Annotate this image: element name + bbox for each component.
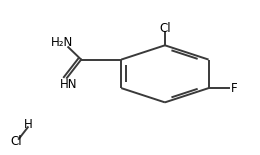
- Text: Cl: Cl: [10, 135, 22, 148]
- Text: H: H: [23, 118, 32, 131]
- Text: HN: HN: [60, 78, 77, 91]
- Text: Cl: Cl: [159, 22, 171, 35]
- Text: H₂N: H₂N: [51, 36, 73, 49]
- Text: F: F: [231, 82, 238, 95]
